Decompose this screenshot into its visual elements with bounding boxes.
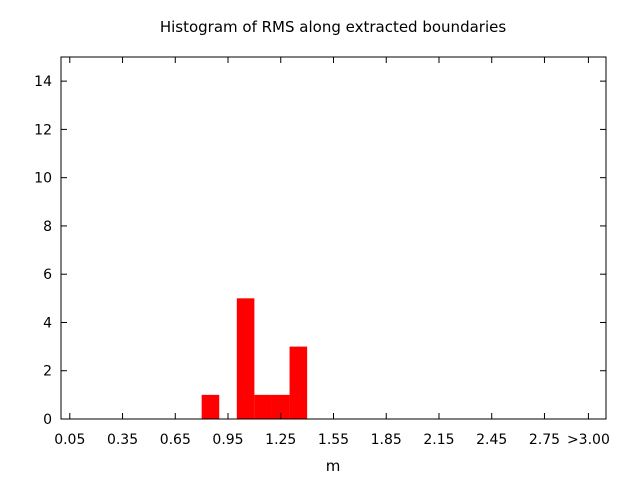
bars-layer (201, 298, 308, 419)
y-tick-label: 8 (43, 219, 52, 235)
histogram-bar (201, 394, 220, 419)
x-tick-label: 1.25 (265, 432, 296, 448)
x-tick-label: >3.00 (567, 432, 610, 448)
chart-title: Histogram of RMS along extracted boundar… (160, 18, 507, 36)
x-tick-label: 2.75 (529, 432, 560, 448)
x-tick-label: 1.85 (371, 432, 402, 448)
histogram-bar (271, 394, 290, 419)
y-tick-label: 6 (43, 267, 52, 283)
ticks-layer: 0 2 4 6 8 10 12 14 0.05 0.35 0.65 0.95 1.25 1.55 1.85 2… (34, 57, 610, 448)
y-tick-label: 12 (34, 122, 52, 138)
y-tick-label: 4 (43, 315, 52, 331)
plot-frame (60, 56, 607, 420)
y-tick-label: 2 (43, 364, 52, 380)
histogram-bar (236, 298, 255, 419)
x-tick-label: 1.55 (318, 432, 349, 448)
x-tick-label: 2.45 (476, 432, 507, 448)
x-tick-label: 0.35 (107, 432, 138, 448)
x-tick-label: 0.65 (160, 432, 191, 448)
histogram-bar (289, 346, 308, 419)
y-tick-label: 10 (34, 171, 52, 187)
x-tick-label: 0.95 (212, 432, 243, 448)
y-tick-label: 14 (34, 74, 52, 90)
histogram-bar (254, 394, 272, 419)
x-tick-label: 0.05 (54, 432, 85, 448)
x-axis-label: m (326, 457, 341, 475)
x-tick-label: 2.15 (423, 432, 454, 448)
y-tick-label: 0 (43, 412, 52, 428)
